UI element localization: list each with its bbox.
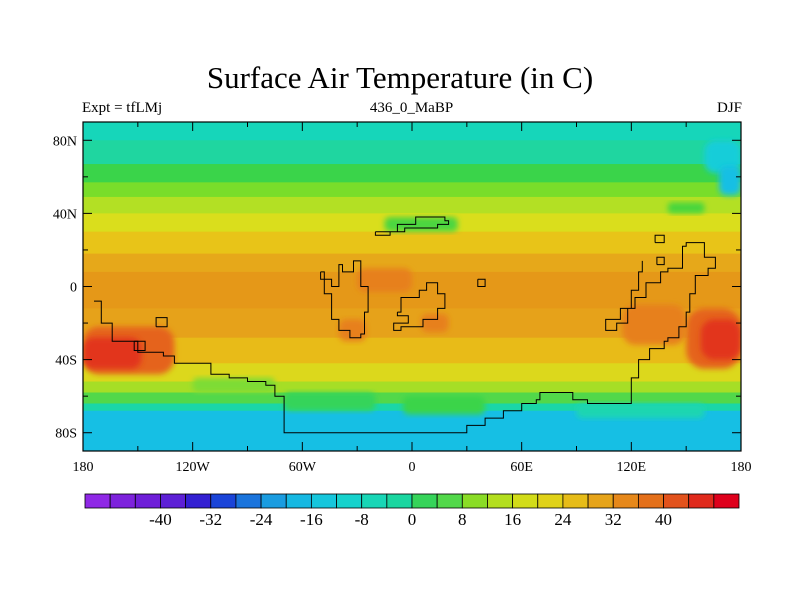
coastline-6 <box>477 278 486 287</box>
colorbar-box <box>84 493 111 509</box>
temperature-anomaly-1 <box>83 337 142 369</box>
axis-ticks: 80N 40N 0 40S 80S 180 120W 60W 0 60E 120E 180 <box>53 122 752 475</box>
lon-tick-label: 120W <box>176 460 211 475</box>
temperature-anomaly-9 <box>284 392 376 411</box>
lon-tick-label: 60E <box>510 460 533 475</box>
colorbar-label: 32 <box>605 510 622 529</box>
colorbar-box <box>361 493 388 509</box>
temperature-anomaly-4 <box>622 304 687 345</box>
colorbar-box <box>436 493 463 509</box>
coastline-4 <box>155 317 168 328</box>
colorbar-box <box>210 493 237 509</box>
temperature-anomaly-11 <box>576 403 705 419</box>
temperature-anomaly-13 <box>719 165 741 196</box>
colorbar-label: 8 <box>458 510 467 529</box>
colorbar-box <box>587 493 614 509</box>
colorbar-box <box>260 493 287 509</box>
map-title: Surface Air Temperature (in C) <box>206 60 594 95</box>
colorbar-label: 0 <box>408 510 417 529</box>
coastline-2 <box>320 260 369 339</box>
coastlines <box>94 216 716 434</box>
lat-tick-label: 40S <box>55 354 77 369</box>
colorbar-box <box>235 493 262 509</box>
coastline-3 <box>393 282 446 331</box>
experiment-label: Expt = tfLMj <box>82 100 163 116</box>
colorbar-box <box>411 493 438 509</box>
temperature-anomaly-3 <box>700 319 741 360</box>
colorbar-box <box>386 493 413 509</box>
colorbar-label: 24 <box>554 510 572 529</box>
coastline-0 <box>94 242 716 434</box>
lon-tick-label: 0 <box>409 460 416 475</box>
colorbar-box <box>688 493 715 509</box>
colorbar-label: -40 <box>149 510 172 529</box>
colorbar-box <box>285 493 312 509</box>
temperature-band-2 <box>83 164 741 183</box>
coastline-8 <box>654 234 665 244</box>
colorbar-label: -8 <box>355 510 369 529</box>
temperature-band-1 <box>83 140 741 165</box>
season-label: DJF <box>716 100 742 116</box>
colorbar-box <box>185 493 212 509</box>
lon-tick-label: 180 <box>73 460 94 475</box>
temperature-anomaly-12 <box>704 140 741 174</box>
colorbar-label: -24 <box>250 510 273 529</box>
temperature-field <box>83 122 741 451</box>
temperature-band-3 <box>83 182 741 198</box>
colorbar-box <box>336 493 363 509</box>
colorbar-box <box>160 493 187 509</box>
lat-tick-label: 40N <box>53 207 77 222</box>
temperature-anomaly-6 <box>421 313 449 333</box>
colorbar-box <box>134 493 161 509</box>
colorbar-box <box>637 493 664 509</box>
temperature-anomaly-10 <box>402 396 486 415</box>
temperature-anomaly-8 <box>192 377 275 393</box>
temperature-anomaly-7 <box>357 268 412 292</box>
lat-tick-label: 80S <box>55 427 77 442</box>
colorbar-box <box>310 493 337 509</box>
lon-tick-label: 120E <box>617 460 647 475</box>
lat-tick-label: 0 <box>70 281 77 296</box>
period-label: 436_0_MaBP <box>369 100 454 116</box>
colorbar-box <box>537 493 564 509</box>
colorbar-box <box>713 493 740 509</box>
lon-tick-label: 180 <box>731 460 752 475</box>
temperature-band-12 <box>83 381 741 394</box>
colorbar-box <box>487 493 514 509</box>
colorbar-box <box>512 493 539 509</box>
temperature-band-11 <box>83 363 741 383</box>
colorbar-label: -32 <box>199 510 222 529</box>
colorbar-box <box>612 493 639 509</box>
colorbar-box <box>109 493 136 509</box>
temperature-band-4 <box>83 196 741 214</box>
coastline-7 <box>656 256 665 266</box>
colorbar-label: 40 <box>655 510 672 529</box>
lon-tick-label: 60W <box>289 460 317 475</box>
temperature-band-7 <box>83 253 741 273</box>
colorbar-box <box>461 493 488 509</box>
colorbar-box <box>562 493 589 509</box>
lat-tick-label: 80N <box>53 134 77 149</box>
coastline-5 <box>133 340 146 351</box>
colorbar: -40 -32 -24 -16 -8 0 8 16 24 32 40 <box>84 493 740 529</box>
colorbar-label: 16 <box>504 510 521 529</box>
temperature-band-6 <box>83 231 741 255</box>
coastline-1 <box>374 216 450 236</box>
temperature-anomaly-15 <box>667 202 705 214</box>
colorbar-label: -16 <box>300 510 323 529</box>
temperature-anomaly-5 <box>338 319 367 342</box>
colorbar-box <box>663 493 690 509</box>
temperature-anomaly-14 <box>384 217 458 232</box>
